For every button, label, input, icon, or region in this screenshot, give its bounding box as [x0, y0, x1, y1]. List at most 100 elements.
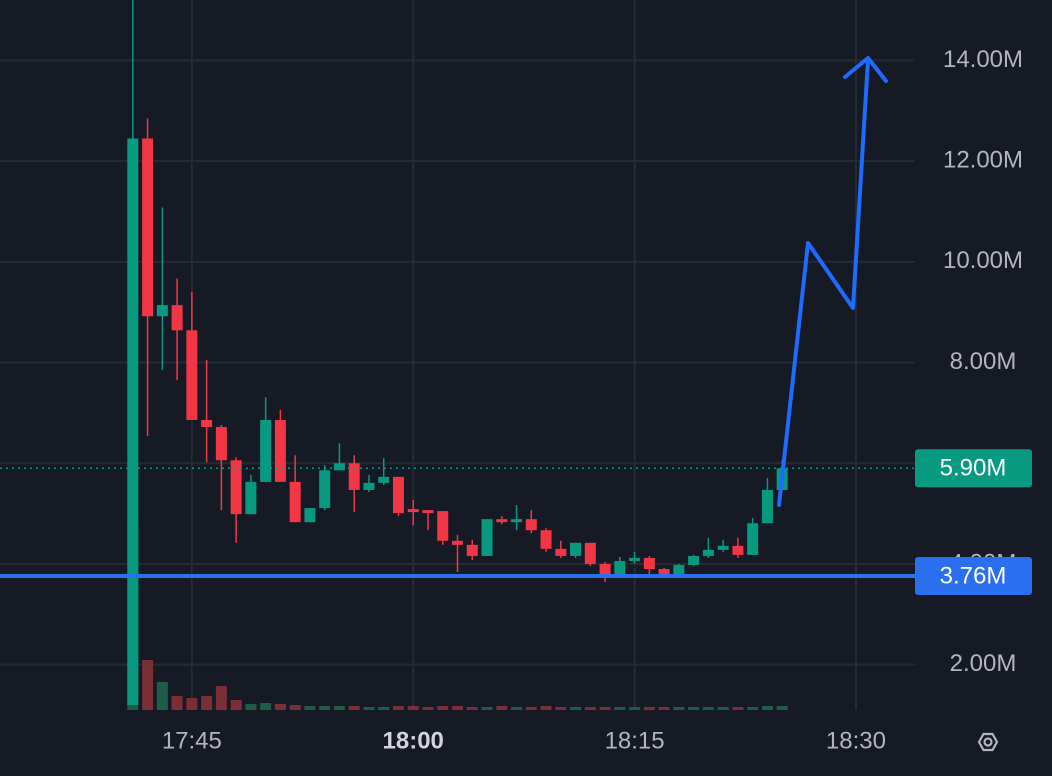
candle-body [348, 463, 360, 490]
candle-body [555, 548, 567, 556]
candle-body [245, 481, 257, 515]
volume-bar [333, 706, 345, 710]
volume-bar [319, 706, 331, 710]
x-tick-label: 18:15 [605, 727, 665, 754]
drawn-arrow [777, 56, 888, 507]
y-tick-label: 2.00M [950, 650, 1017, 677]
candle-body [407, 509, 419, 513]
volume-bar [230, 700, 242, 710]
last-price-badge-label: 5.90M [940, 455, 1007, 482]
candle-body [378, 476, 390, 483]
volume-bar [599, 707, 611, 710]
candle-body [127, 138, 139, 705]
candle-body [496, 519, 508, 523]
candle-body [511, 519, 523, 523]
volume-bar [348, 706, 360, 710]
volume-bar [452, 706, 463, 710]
settings-button[interactable] [977, 732, 999, 752]
volume-bar [555, 707, 567, 710]
candle-body [142, 138, 154, 317]
candle-body [215, 427, 227, 461]
volume-bar [643, 707, 655, 710]
candle-body [481, 519, 493, 556]
candle-body [363, 482, 375, 490]
candle-body [171, 305, 183, 331]
last-price-badge [915, 449, 1032, 488]
volume-bar [304, 706, 316, 710]
volume-bar [156, 682, 168, 710]
candle-body [673, 564, 685, 575]
volume-bar [776, 706, 788, 710]
candle-body [614, 560, 626, 576]
candle-body [260, 419, 272, 482]
candle-body [333, 463, 345, 471]
candle-body [658, 569, 670, 575]
volume-bar [171, 696, 183, 710]
candle-body [732, 545, 744, 555]
y-tick-label: 12.00M [943, 146, 1023, 173]
candle-body [599, 563, 611, 576]
volume-bar [511, 707, 523, 710]
candle-body [584, 542, 596, 564]
volume-bar [274, 704, 286, 710]
volume-bar [142, 660, 154, 710]
y-tick-label: 10.00M [943, 247, 1023, 274]
candle-body [629, 557, 641, 561]
volume-bar [289, 705, 301, 710]
candle-body [452, 540, 463, 545]
candle-body [643, 557, 655, 570]
price-axis: 2.00M4.00M6.00M8.00M10.00M12.00M14.00M17… [162, 46, 1032, 754]
candle-body [230, 460, 242, 515]
candle-body [688, 555, 700, 565]
candle-body [289, 481, 301, 523]
volume-bar [732, 707, 744, 710]
candle-body [540, 530, 552, 549]
candle-body [304, 508, 316, 523]
volume-bar [363, 707, 375, 710]
y-tick-label: 8.00M [950, 348, 1017, 375]
volume-bar [378, 707, 390, 710]
volume-bar [747, 707, 759, 710]
candle-body [201, 419, 213, 428]
volume-bar [201, 696, 213, 710]
volume-bar [466, 707, 478, 710]
candle-body [525, 519, 537, 531]
plot-area [0, 0, 915, 710]
x-tick-label: 18:30 [826, 727, 886, 754]
candle-body [761, 489, 773, 524]
settings-icon-center[interactable] [983, 737, 993, 747]
volume-bar [584, 707, 596, 710]
y-tick-label: 14.00M [943, 46, 1023, 73]
volume-bar [525, 707, 537, 710]
volume-bar [422, 707, 434, 710]
volume-bar [688, 707, 700, 710]
volume-bar [673, 707, 685, 710]
candle-body [319, 470, 331, 509]
candle-body [747, 523, 759, 555]
hline-badge-label: 3.76M [940, 562, 1007, 589]
settings-icon[interactable] [977, 732, 999, 752]
volume-bar [186, 698, 198, 710]
volume-bar [392, 706, 404, 710]
volume-bar [658, 707, 670, 710]
candle-body [466, 544, 478, 556]
candle-body [392, 476, 404, 514]
candle-body [717, 545, 729, 550]
volume-bar [702, 707, 714, 710]
x-tick-label: 18:00 [383, 727, 444, 754]
volume-bar [437, 706, 449, 710]
candle-body [437, 511, 449, 541]
volume-bar [761, 706, 773, 710]
volume-bar [260, 703, 272, 710]
volume-bar [245, 704, 257, 710]
volume-bar [614, 707, 626, 710]
volume-bar [717, 707, 729, 710]
candle-body [156, 305, 168, 317]
candle-body [422, 510, 434, 514]
candle-body [702, 549, 714, 556]
volume-bar [481, 707, 493, 710]
candle-body [570, 542, 582, 556]
volume-bar [540, 706, 552, 710]
